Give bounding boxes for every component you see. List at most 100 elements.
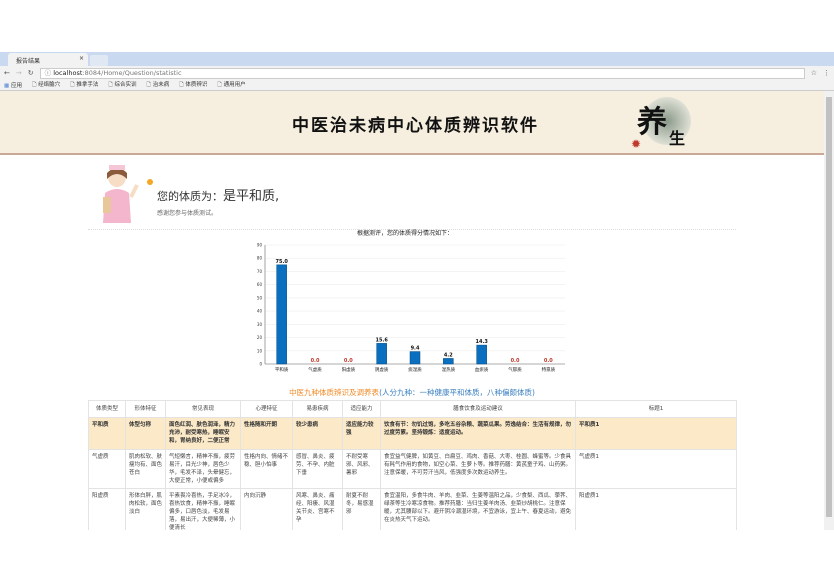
bookmark-label: 治未病 [152,82,170,88]
reload-icon[interactable]: ↻ [27,69,34,77]
menu-icon[interactable]: ⋮ [823,69,830,77]
table-cell: 平和质1 [575,417,737,450]
table-cell: 体型匀称 [125,417,166,450]
back-icon[interactable]: ← [4,69,10,77]
divider [88,229,736,230]
table-cell: 食宜益气健脾，如黄豆、白扁豆、鸡肉、香菇、大枣、桂圆、蜂蜜等。少食具有耗气作用的… [380,449,576,489]
x-tick-label: 平和质 [275,366,289,373]
table-cell: 食宜温阳，多食牛肉、羊肉、韭菜、生姜等温阳之品，少食梨、西瓜、荸荠、绿茶等生冷寒… [380,488,576,530]
bar [476,344,487,365]
y-tick-label: 80 [257,256,263,261]
table-title-note: (人分九种：一种健康平和体质，八种偏颇体质) [379,388,535,397]
table-title: 中医九种体质辨识及调养表(人分九种：一种健康平和体质，八种偏颇体质) [0,387,824,398]
y-tick-label: 90 [257,243,263,248]
table-title-main: 中医九种体质辨识及调养表 [289,388,380,397]
y-tick-label: 30 [257,322,263,327]
table-cell: 耐夏不耐冬，易感湿邪 [342,488,381,530]
x-tick-label: 血瘀质 [475,366,489,373]
page-content: 中医治未病中心体质辨识软件 养生 ✹ 您的体质为：是平和质, 感谢您参与体质测试。… [0,91,824,530]
table-row: 阳虚质 形体白胖，肌肉松软，面色淡白 平素畏冷喜热，手足冰冷，喜热饮食，精神不振，睡… [88,488,737,530]
table-cell: 不耐受寒邪、风邪、暑邪 [342,449,381,489]
table-cell: 气虚质 [88,449,126,489]
url-path: :8084/Home/Question/statistic [82,68,182,77]
bookmark-item[interactable]: 🗋 治未病 [146,82,170,88]
browser-window: 报告结果 × ← → ↻ ⓘ localhost:8084/Home/Question… [0,52,834,530]
table-row: 气虚质 肌肉松软、肤瘦均有、面色苍白 气短懒言，精神不振，疲劳易汗，目光少神，唇色少… [88,449,737,489]
forward-icon[interactable]: → [15,69,22,77]
score-chart: 根据测评，您的体质得分情况如下： 0 10 20 30 40 50 60 70 80 90 75.0… [257,229,565,373]
table-cell: 肌肉松软、肤瘦均有、面色苍白 [125,449,166,489]
x-tick-label: 阳虚质 [342,366,356,373]
data-label: 0.0 [344,358,353,364]
table-cell: 面色红润、肤色润泽，精力充沛，耐受寒热，睡眠安和，胃纳良好，二便正常 [165,417,241,450]
x-tick-label: 痰湿质 [408,366,422,373]
scrollbar-thumb[interactable] [826,97,832,517]
result-value: 是平和质, [223,189,280,204]
vertical-scrollbar[interactable] [824,91,834,530]
bookmark-apps[interactable]: ▦ 应用 [4,81,22,89]
table-cell: 阳虚质 [88,488,126,530]
x-tick-label: 特禀质 [542,366,556,373]
column-header: 膳食饮食及运动建议 [380,400,576,418]
bar [376,343,387,365]
y-tick-label: 70 [257,269,263,274]
table-cell: 气虚质1 [575,449,737,489]
url-host: localhost [53,68,83,77]
column-header: 易患疾病 [292,400,343,418]
bookmark-label: 应用 [10,83,22,89]
data-label: 75.0 [275,259,288,265]
y-tick-label: 10 [257,348,263,353]
y-tick-label: 20 [257,335,263,340]
bookmark-item[interactable]: 🗋 通用用户 [217,82,246,88]
x-tick-label: 阴虚质 [375,366,389,373]
column-header: 常见表现 [165,400,241,418]
data-label: 9.4 [411,346,420,352]
table-cell: 平和质 [88,417,126,450]
address-bar[interactable]: ⓘ localhost:8084/Home/Question/statistic [39,67,805,79]
thanks-text: 感谢您参与体质测试。 [157,210,218,217]
table-cell: 感冒、鼻炎、疲劳、不孕、内脏下垂 [292,449,343,489]
table-row: 平和质 体型匀称 面色红润、肤色润泽，精力充沛，耐受寒热，睡眠安和，胃纳良好，二便正… [88,417,737,450]
bookmark-label: 综合实训 [114,82,137,88]
column-header: 形体特征 [125,400,166,418]
apps-icon: ▦ [4,83,10,89]
bar [276,264,287,365]
data-label: 0.0 [311,358,320,364]
column-header: 心理特征 [240,400,293,418]
table-cell: 较少患病 [292,417,343,450]
bookmark-star-icon[interactable]: ☆ [810,69,817,77]
yangsheng-logo: 养生 ✹ [625,93,695,155]
bar [409,351,421,365]
column-header: 标题1 [575,400,737,418]
bookmarks-bar: ▦ 应用 🗋 经络腧穴 🗋 推拿手法 🗋 综合实训 🗋 治未病 🗋 体质辨识 🗋… [0,80,834,91]
bookmark-item[interactable]: 🗋 推拿手法 [70,82,99,88]
table-cell: 性格内向、情绪不稳、胆小怕事 [240,449,293,489]
tab-bar: 报告结果 × [0,52,834,66]
tab-close-icon[interactable]: × [78,55,84,62]
table-cell: 适应能力较强 [342,417,381,450]
bookmark-item[interactable]: 🗋 体质辨识 [179,82,208,88]
toolbar: ← → ↻ ⓘ localhost:8084/Home/Question/stati… [0,66,834,80]
y-tick-label: 0 [259,362,262,367]
bookmark-label: 体质辨识 [185,82,208,88]
nurse-avatar [103,165,139,223]
bar [443,358,454,365]
table-cell: 性格随和开朗 [240,417,293,450]
browser-tab[interactable]: 报告结果 × [8,53,88,66]
y-tick-label: 60 [257,282,263,287]
bookmark-item[interactable]: 🗋 综合实训 [108,82,137,88]
tab-title: 报告结果 [16,58,41,65]
x-tick-label: 湿热质 [442,366,456,373]
table-cell: 内向沉静 [240,488,293,530]
site-header: 中医治未病中心体质辨识软件 养生 ✹ [0,91,824,155]
data-label: 14.3 [475,339,488,345]
table-cell: 饮食有节：勿饥过饱，多吃五谷杂粮、蔬菜瓜果。劳逸结合：生活有规律，勿过度劳累。坚… [380,417,576,450]
data-label: 0.0 [511,358,520,364]
bullet-icon [147,179,153,185]
bookmark-item[interactable]: 🗋 经络腧穴 [31,82,61,88]
new-tab-button[interactable] [90,55,108,66]
table-cell: 阳虚质1 [575,488,737,530]
bookmark-label: 经络腧穴 [38,82,61,88]
x-tick-label: 气郁质 [508,366,522,373]
table-cell: 平素畏冷喜热，手足冰冷，喜热饮食，精神不振，睡眠偏多，口唇色淡，毛发易落，易出汗… [165,488,241,530]
